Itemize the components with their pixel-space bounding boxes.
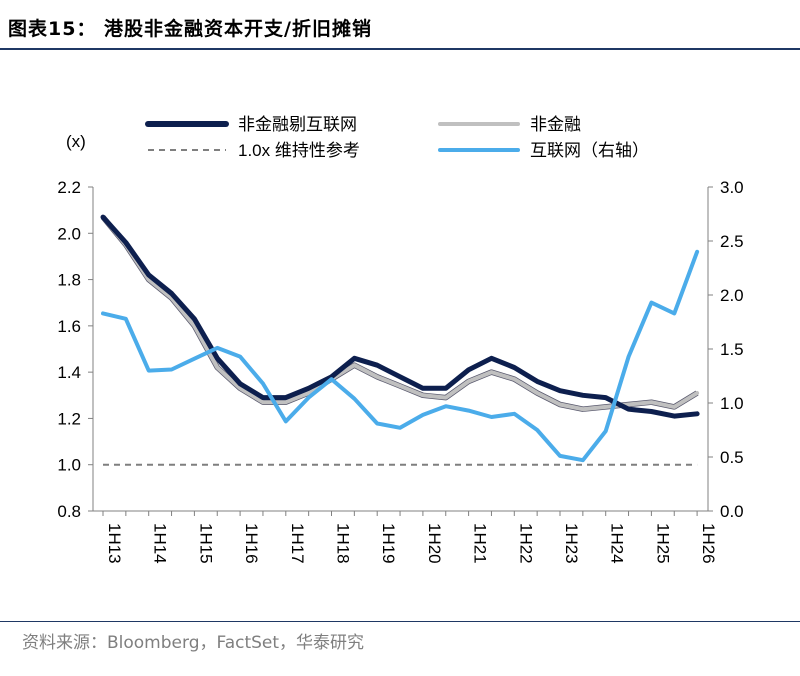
left-tick-label: 1.2 bbox=[57, 409, 81, 428]
legend: 非金融剔互联网 非金融 1.0x 维持性参考 互联网（右轴） bbox=[145, 115, 649, 160]
title-divider bbox=[0, 48, 800, 50]
source-divider bbox=[0, 621, 800, 622]
left-tick-label: 1.6 bbox=[57, 317, 81, 336]
axes: 0.8 1.0 1.2 1.4 1.6 1.8 2.0 2.2 0.0 0.5 1.0 1.5 2.0 2… bbox=[57, 178, 743, 564]
series-line-1 bbox=[101, 215, 700, 412]
left-tick-label: 0.8 bbox=[57, 502, 81, 521]
right-tick-label: 1.0 bbox=[720, 394, 744, 413]
legend-label: 互联网（右轴） bbox=[530, 141, 649, 160]
figure-title: 图表15： 港股非金融资本开支/折旧摊销 bbox=[8, 18, 372, 40]
x-tick-label: 1H26 bbox=[699, 523, 718, 564]
right-tick-label: 2.0 bbox=[720, 286, 744, 305]
source-note: 资料来源：Bloomberg，FactSet，华泰研究 bbox=[22, 633, 365, 653]
series-layer bbox=[100, 214, 700, 466]
right-tick-label: 2.5 bbox=[720, 232, 744, 251]
x-tick-label: 1H24 bbox=[608, 523, 627, 564]
right-tick-label: 0.0 bbox=[720, 502, 744, 521]
x-tick-label: 1H13 bbox=[105, 523, 124, 564]
left-axis-unit: (x) bbox=[66, 132, 86, 151]
left-tick-label: 2.0 bbox=[57, 224, 81, 243]
left-tick-label: 1.8 bbox=[57, 271, 81, 290]
line-chart: 非金融剔互联网 非金融 1.0x 维持性参考 互联网（右轴） (x) 0.8 1.0 1.… bbox=[57, 115, 743, 564]
x-tick-label: 1H19 bbox=[379, 523, 398, 564]
series-line-0 bbox=[100, 214, 700, 419]
series-line-3 bbox=[101, 249, 700, 463]
x-tick-label: 1H16 bbox=[242, 523, 261, 564]
x-tick-label: 1H21 bbox=[471, 523, 490, 564]
right-tick-label: 1.5 bbox=[720, 340, 744, 359]
legend-label: 1.0x 维持性参考 bbox=[238, 141, 360, 160]
x-tick-label: 1H23 bbox=[562, 523, 581, 564]
x-tick-label: 1H25 bbox=[653, 523, 672, 564]
left-tick-label: 2.2 bbox=[57, 178, 81, 197]
left-tick-label: 1.4 bbox=[57, 363, 81, 382]
right-tick-label: 3.0 bbox=[720, 178, 744, 197]
left-tick-label: 1.0 bbox=[57, 456, 81, 475]
legend-label: 非金融剔互联网 bbox=[238, 115, 357, 134]
x-tick-label: 1H15 bbox=[196, 523, 215, 564]
x-tick-label: 1H18 bbox=[334, 523, 353, 564]
x-tick-label: 1H20 bbox=[425, 523, 444, 564]
x-tick-label: 1H14 bbox=[151, 523, 170, 564]
x-tick-label: 1H22 bbox=[516, 523, 535, 564]
legend-label: 非金融 bbox=[530, 115, 581, 134]
x-tick-label: 1H17 bbox=[288, 523, 307, 564]
right-tick-label: 0.5 bbox=[720, 448, 744, 467]
